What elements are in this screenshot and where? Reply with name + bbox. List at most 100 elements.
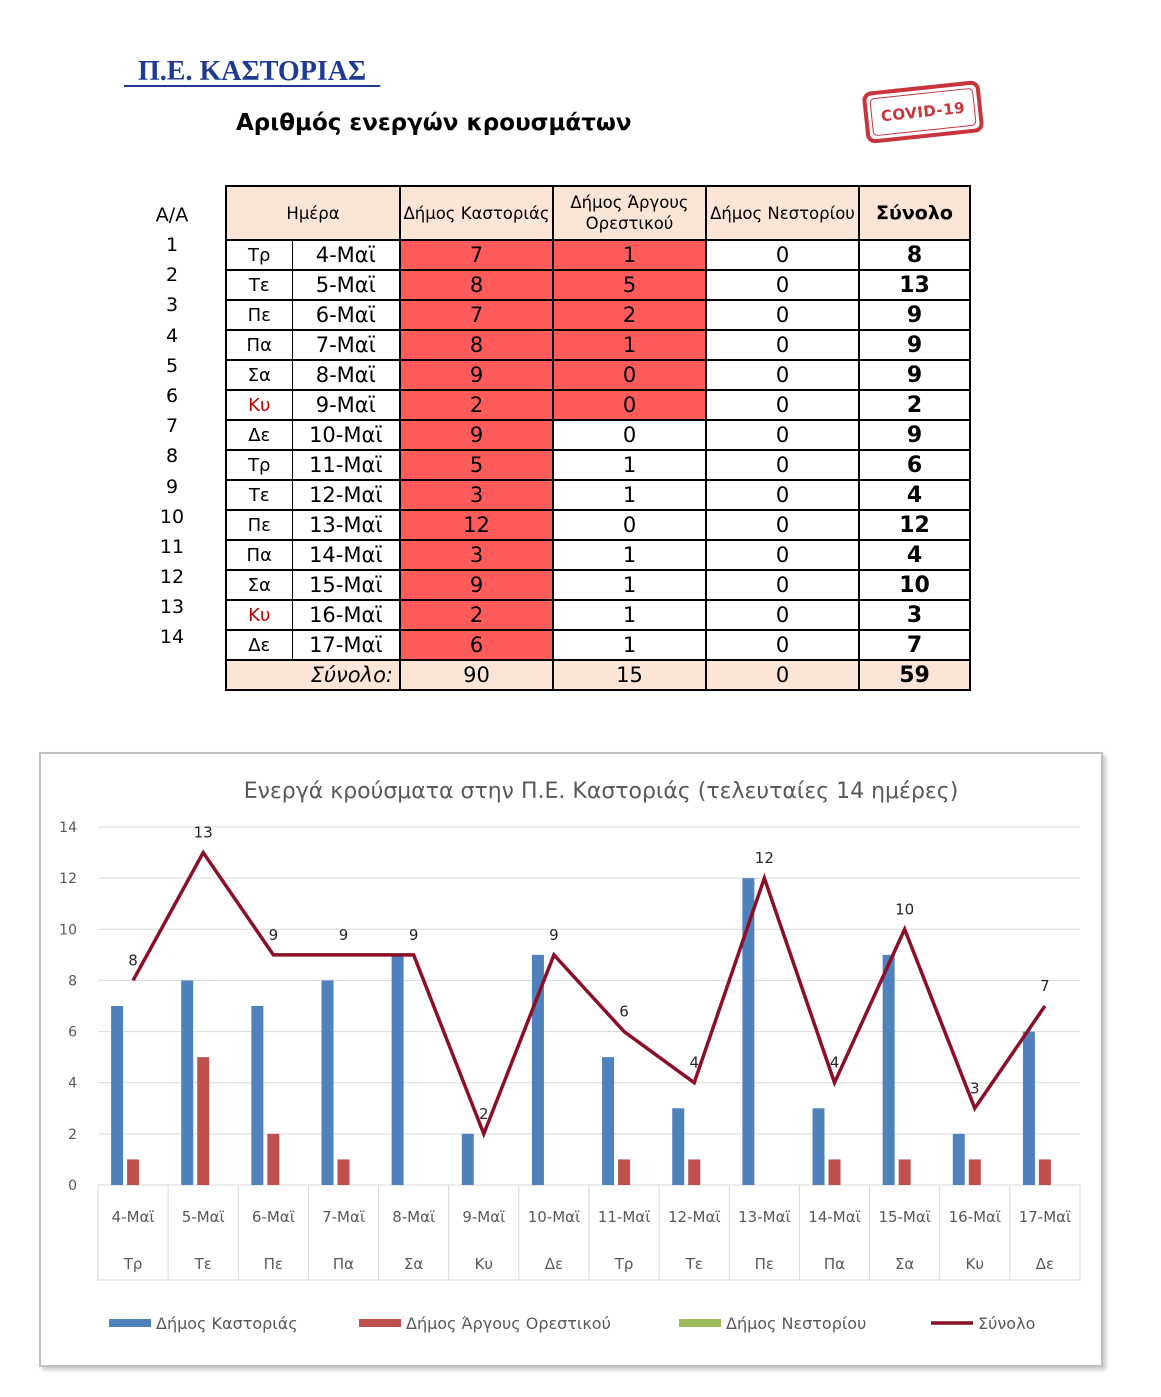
table-row: Τε 12-Μαϊ 3 1 0 4 — [225, 479, 971, 511]
nestorio-cell: 0 — [705, 629, 860, 661]
total-data-label: 4 — [830, 1054, 840, 1072]
day-cell: Πα — [225, 329, 293, 361]
column-header-day: Ημέρα — [225, 185, 401, 241]
row-number: 10 — [159, 505, 185, 528]
date-cell: 10-Μαϊ — [291, 419, 401, 451]
x-tick-label: 13-Μαϊ — [738, 1208, 790, 1226]
bar-kastoria — [181, 980, 194, 1185]
sum-kastoria-cell: 90 — [399, 659, 554, 691]
x-tick-label: 12-Μαϊ — [668, 1208, 720, 1226]
bar-argos — [267, 1133, 280, 1185]
y-tick-label: 12 — [59, 871, 77, 887]
table-sum-row: Σύνολο: 90 15 0 59 — [225, 659, 971, 691]
bar-argos — [968, 1159, 981, 1185]
nestorio-cell: 0 — [705, 239, 860, 271]
bar-argos — [1038, 1159, 1051, 1185]
column-header-nestorio: Δήμος Νεστορίου — [705, 185, 860, 241]
x-tick-label: 5-Μαϊ — [182, 1208, 225, 1226]
total-cell: 4 — [858, 479, 971, 511]
table-row: Τρ 11-Μαϊ 5 1 0 6 — [225, 449, 971, 481]
date-cell: 4-Μαϊ — [291, 239, 401, 271]
nestorio-cell: 0 — [705, 299, 860, 331]
total-cell: 10 — [858, 569, 971, 601]
x-subtick-label: Πα — [333, 1255, 354, 1273]
argos-cell: 0 — [552, 419, 707, 451]
covid-stamp-text: COVID-19 — [869, 87, 977, 137]
total-cell: 13 — [858, 269, 971, 301]
row-number: 4 — [165, 324, 179, 347]
x-subtick-label: Τρ — [614, 1255, 634, 1273]
total-cell: 9 — [858, 419, 971, 451]
x-subtick-label: Πε — [755, 1255, 774, 1273]
chart-frame: Ενεργά κρούσματα στην Π.Ε. Καστοριάς (τε… — [39, 752, 1103, 1367]
date-cell: 12-Μαϊ — [291, 479, 401, 511]
date-cell: 5-Μαϊ — [291, 269, 401, 301]
argos-cell: 1 — [552, 539, 707, 571]
cases-table: Ημέρα Δήμος Καστοριάς Δήμος Άργους Ορεστ… — [225, 185, 971, 691]
x-tick-label: 8-Μαϊ — [392, 1208, 435, 1226]
total-data-label: 6 — [619, 1003, 629, 1021]
table-row: Σα 8-Μαϊ 9 0 0 9 — [225, 359, 971, 391]
argos-cell: 2 — [552, 299, 707, 331]
legend-swatch — [359, 1319, 401, 1327]
bar-kastoria — [391, 954, 404, 1185]
argos-cell: 1 — [552, 629, 707, 661]
argos-cell: 0 — [552, 389, 707, 421]
x-tick-label: 9-Μαϊ — [462, 1208, 505, 1226]
x-tick-label: 4-Μαϊ — [112, 1208, 155, 1226]
argos-cell: 1 — [552, 449, 707, 481]
x-tick-label: 17-Μαϊ — [1019, 1208, 1071, 1226]
day-cell: Δε — [225, 419, 293, 451]
bar-argos — [898, 1159, 911, 1185]
bar-kastoria — [812, 1108, 825, 1185]
chart-title: Ενεργά κρούσματα στην Π.Ε. Καστοριάς (τε… — [244, 779, 959, 804]
row-number-column: Α/Α 1 2 3 4 5 6 7 8 9 10 11 12 13 14 — [140, 200, 204, 653]
kastoria-cell: 12 — [399, 509, 554, 541]
x-tick-label: 14-Μαϊ — [808, 1208, 860, 1226]
legend-swatch — [679, 1319, 721, 1327]
table-row: Κυ 9-Μαϊ 2 0 0 2 — [225, 389, 971, 421]
y-tick-label: 14 — [59, 820, 77, 836]
nestorio-cell: 0 — [705, 329, 860, 361]
legend-label: Δήμος Άργους Ορεστικού — [406, 1314, 611, 1333]
total-cell: 9 — [858, 299, 971, 331]
kastoria-cell: 8 — [399, 329, 554, 361]
argos-cell: 1 — [552, 569, 707, 601]
total-data-label: 9 — [269, 926, 279, 944]
date-cell: 13-Μαϊ — [291, 509, 401, 541]
total-cell: 7 — [858, 629, 971, 661]
day-cell: Τε — [225, 479, 293, 511]
kastoria-cell: 2 — [399, 599, 554, 631]
kastoria-cell: 9 — [399, 419, 554, 451]
date-cell: 9-Μαϊ — [291, 389, 401, 421]
x-subtick-label: Δε — [545, 1255, 563, 1273]
nestorio-cell: 0 — [705, 269, 860, 301]
total-cell: 4 — [858, 539, 971, 571]
bar-kastoria — [531, 954, 544, 1185]
bar-kastoria — [952, 1133, 965, 1185]
day-cell: Σα — [225, 359, 293, 391]
total-data-label: 7 — [1040, 977, 1050, 995]
total-cell: 12 — [858, 509, 971, 541]
nestorio-cell: 0 — [705, 569, 860, 601]
kastoria-cell: 2 — [399, 389, 554, 421]
kastoria-cell: 6 — [399, 629, 554, 661]
day-cell: Δε — [225, 629, 293, 661]
legend-label: Δήμος Καστοριάς — [156, 1314, 298, 1333]
sum-nestorio-cell: 0 — [705, 659, 860, 691]
total-data-label: 9 — [409, 926, 419, 944]
x-subtick-label: Κυ — [475, 1255, 494, 1273]
day-cell: Τε — [225, 269, 293, 301]
date-cell: 14-Μαϊ — [291, 539, 401, 571]
column-header-argos: Δήμος Άργους Ορεστικού — [552, 185, 707, 241]
kastoria-cell: 9 — [399, 569, 554, 601]
bar-kastoria — [882, 954, 895, 1185]
row-number: 9 — [165, 475, 179, 498]
argos-cell: 1 — [552, 599, 707, 631]
kastoria-cell: 5 — [399, 449, 554, 481]
nestorio-cell: 0 — [705, 389, 860, 421]
cases-chart: Ενεργά κρούσματα στην Π.Ε. Καστοριάς (τε… — [59, 779, 1081, 1333]
total-data-label: 13 — [194, 824, 213, 842]
total-data-label: 12 — [755, 849, 774, 867]
kastoria-cell: 3 — [399, 479, 554, 511]
